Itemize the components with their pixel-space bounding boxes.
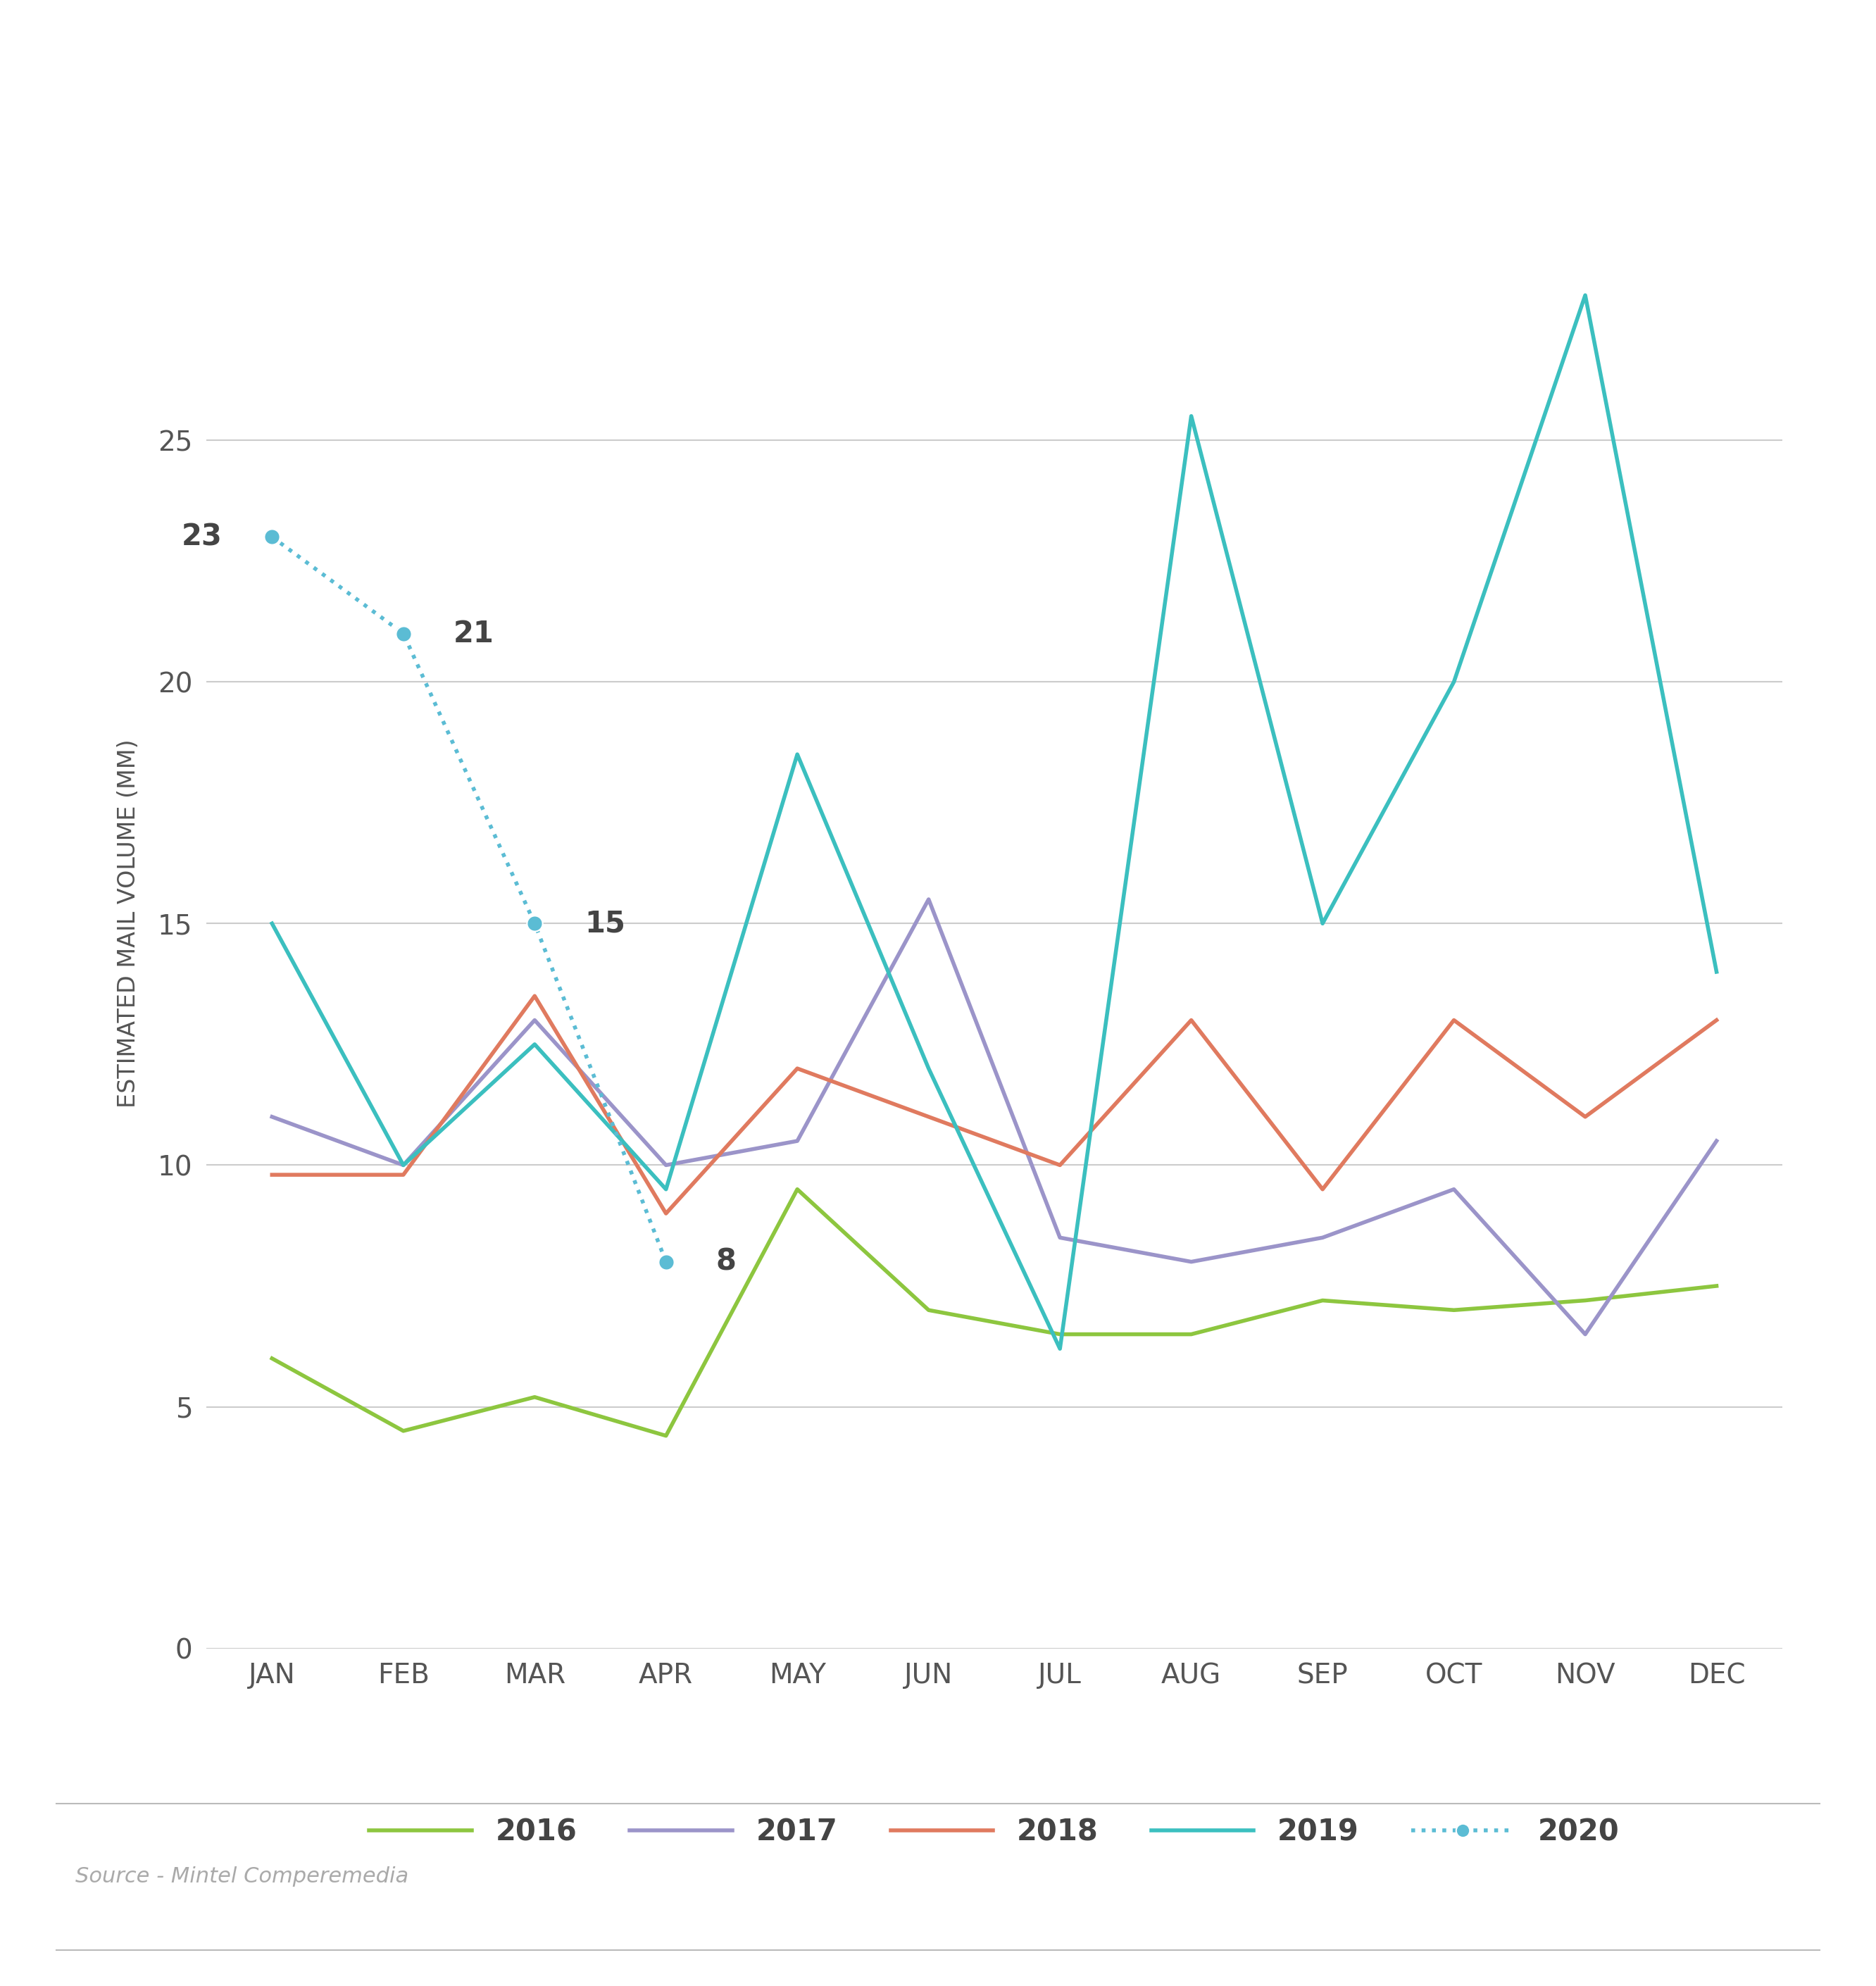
Text: 23: 23 [182, 522, 221, 552]
Text: 8: 8 [717, 1247, 735, 1277]
Text: STUDENT LOAN REFINANCE MAIL VOLUME YOY: STUDENT LOAN REFINANCE MAIL VOLUME YOY [47, 50, 1375, 99]
Text: Source - Mintel Comperemedia: Source - Mintel Comperemedia [75, 1867, 409, 1887]
Text: 15: 15 [585, 910, 625, 937]
Y-axis label: ESTIMATED MAIL VOLUME (MM): ESTIMATED MAIL VOLUME (MM) [116, 739, 141, 1108]
Legend: 2016, 2017, 2018, 2019, 2020: 2016, 2017, 2018, 2019, 2020 [358, 1805, 1630, 1859]
Text: 21: 21 [454, 620, 493, 647]
